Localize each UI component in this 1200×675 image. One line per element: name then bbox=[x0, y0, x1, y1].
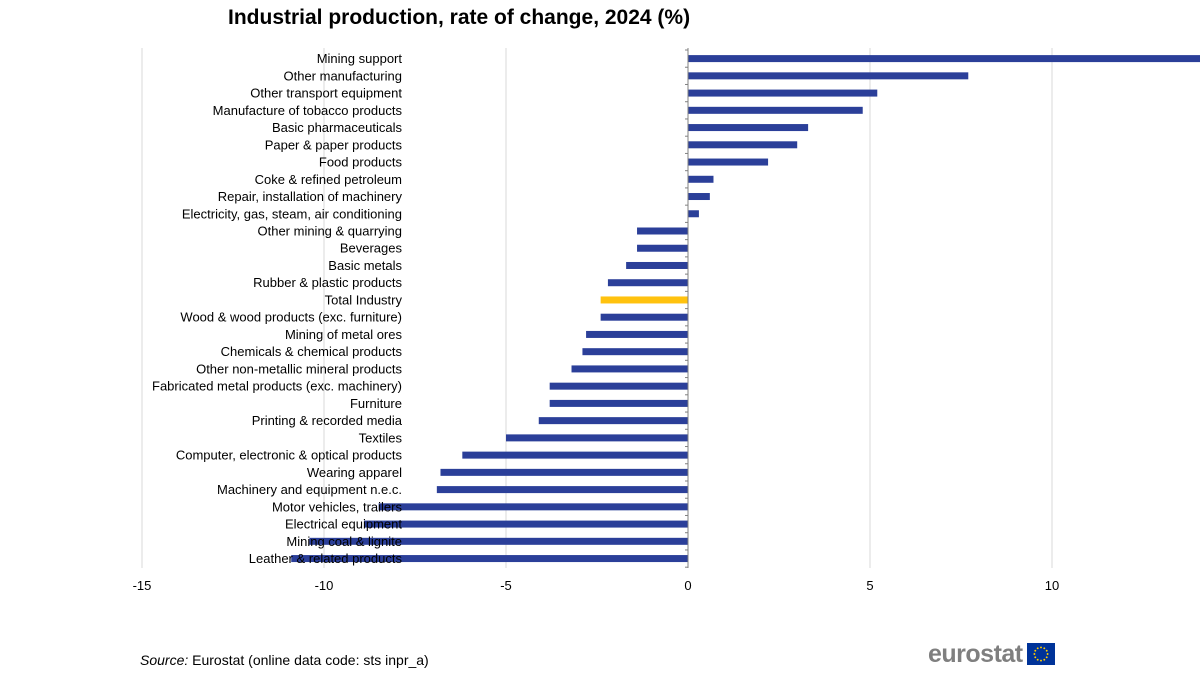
source-note: Source: Eurostat (online data code: sts … bbox=[140, 652, 429, 668]
gridlines bbox=[141, 48, 1053, 568]
x-tick-label: -10 bbox=[315, 578, 334, 593]
x-tick-label: -5 bbox=[500, 578, 512, 593]
category-label: Basic metals bbox=[328, 258, 402, 273]
category-label: Wearing apparel bbox=[307, 465, 402, 480]
bar-other-manufacturing bbox=[688, 72, 969, 80]
bar-total-industry bbox=[600, 296, 688, 304]
logo-wordmark: eurostat bbox=[928, 640, 1023, 668]
category-label: Repair, installation of machinery bbox=[218, 189, 403, 204]
bar-furniture bbox=[549, 399, 688, 407]
bar-electricity-gas-steam-air-conditioning bbox=[688, 210, 699, 218]
category-label: Mining support bbox=[317, 51, 403, 66]
category-label: Wood & wood products (exc. furniture) bbox=[180, 310, 402, 325]
category-label: Fabricated metal products (exc. machiner… bbox=[152, 379, 402, 394]
bar-mining-of-metal-ores bbox=[586, 330, 688, 338]
eu-flag-icon bbox=[1026, 643, 1055, 665]
x-tick-label: -15 bbox=[133, 578, 152, 593]
bar-other-transport-equipment bbox=[688, 89, 878, 97]
category-label: Rubber & plastic products bbox=[253, 275, 402, 290]
bar-coke-refined-petroleum bbox=[688, 175, 714, 183]
bar-printing-recorded-media bbox=[538, 417, 688, 425]
category-label: Furniture bbox=[350, 396, 402, 411]
category-label: Mining coal & lignite bbox=[286, 534, 402, 549]
category-label: Beverages bbox=[340, 241, 403, 256]
category-label: Electricity, gas, steam, air conditionin… bbox=[182, 206, 402, 221]
flag-star bbox=[1033, 653, 1035, 655]
bar-food-products bbox=[688, 158, 769, 166]
bar-paper-paper-products bbox=[688, 141, 798, 149]
flag-star bbox=[1042, 647, 1045, 650]
category-label: Printing & recorded media bbox=[252, 413, 403, 428]
flag-star bbox=[1033, 649, 1036, 652]
bar-mining-support bbox=[688, 55, 1200, 63]
bar-computer-electronic-optical-products bbox=[462, 451, 688, 459]
bar-other-non-metallic-mineral-products bbox=[571, 365, 688, 373]
bar-basic-pharmaceuticals bbox=[688, 124, 809, 132]
category-label: Textiles bbox=[359, 430, 403, 445]
category-label: Computer, electronic & optical products bbox=[176, 448, 403, 463]
flag-star bbox=[1033, 656, 1036, 659]
x-tick-label: 0 bbox=[684, 578, 691, 593]
flag-star bbox=[1036, 658, 1039, 661]
category-label: Machinery and equipment n.e.c. bbox=[217, 482, 402, 497]
category-label: Basic pharmaceuticals bbox=[272, 120, 403, 135]
bar-electrical-equipment bbox=[364, 520, 688, 528]
bar-fabricated-metal-products-exc-machinery bbox=[549, 382, 688, 390]
x-tick-labels: -15-10-505101520 bbox=[133, 578, 1060, 593]
flag-star bbox=[1039, 646, 1042, 649]
flag-star bbox=[1036, 647, 1039, 650]
bar-rubber-plastic-products bbox=[607, 279, 688, 287]
flag-star bbox=[1046, 653, 1049, 655]
chart-title: Industrial production, rate of change, 2… bbox=[228, 6, 691, 29]
x-tick-label: 10 bbox=[1045, 578, 1059, 593]
flag-background bbox=[1026, 643, 1055, 665]
category-label: Chemicals & chemical products bbox=[221, 344, 403, 359]
category-label: Food products bbox=[319, 155, 403, 170]
zero-axis bbox=[685, 48, 689, 568]
bar-textiles bbox=[506, 434, 688, 442]
category-label: Electrical equipment bbox=[285, 517, 402, 532]
x-tick-label: 5 bbox=[866, 578, 873, 593]
bar-wood-wood-products-exc-furniture bbox=[600, 313, 688, 321]
flag-star bbox=[1045, 649, 1048, 652]
flag-star bbox=[1039, 659, 1042, 662]
category-label: Other transport equipment bbox=[250, 86, 402, 101]
bar-motor-vehicles-trailers bbox=[378, 503, 688, 511]
bar-leather-related-products bbox=[291, 555, 688, 563]
bar-basic-metals bbox=[626, 261, 688, 269]
bar-mining-coal-lignite bbox=[309, 537, 688, 545]
bar-chemicals-chemical-products bbox=[582, 348, 688, 356]
source-text: Eurostat (online data code: sts inpr_a) bbox=[188, 652, 429, 668]
bar-other-mining-quarrying bbox=[637, 227, 688, 235]
category-label: Other non-metallic mineral products bbox=[196, 361, 402, 376]
bar-chart: Mining support Other manufacturing Other t… bbox=[133, 48, 1200, 593]
bar-wearing-apparel bbox=[440, 468, 688, 476]
category-label: Paper & paper products bbox=[265, 137, 403, 152]
category-labels: Mining support Other manufacturing Other t… bbox=[152, 51, 403, 566]
category-label: Coke & refined petroleum bbox=[255, 172, 402, 187]
category-label: Leather & related products bbox=[249, 551, 403, 566]
bars bbox=[291, 55, 1200, 563]
flag-star bbox=[1045, 656, 1048, 659]
bar-manufacture-of-tobacco-products bbox=[688, 106, 863, 114]
category-label: Motor vehicles, trailers bbox=[272, 499, 403, 514]
source-prefix: Source: bbox=[140, 652, 189, 668]
flag-star bbox=[1042, 658, 1045, 661]
bar-beverages bbox=[637, 244, 688, 252]
category-label: Other manufacturing bbox=[283, 68, 402, 83]
category-label: Manufacture of tobacco products bbox=[213, 103, 403, 118]
bar-repair-installation-of-machinery bbox=[688, 193, 710, 201]
eurostat-logo: eurostat bbox=[928, 640, 1055, 668]
category-label: Total Industry bbox=[325, 292, 403, 307]
category-label: Mining of metal ores bbox=[285, 327, 403, 342]
bar-machinery-and-equipment-n-e-c bbox=[436, 486, 688, 494]
category-label: Other mining & quarrying bbox=[257, 224, 402, 239]
